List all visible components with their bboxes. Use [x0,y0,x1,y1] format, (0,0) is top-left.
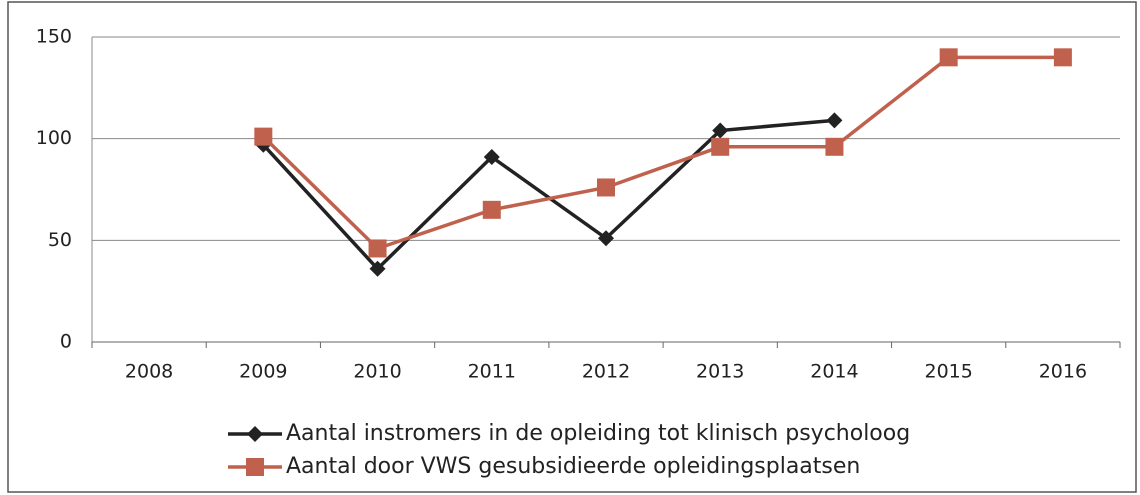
x-tick-label: 2015 [924,361,972,383]
x-tick-label: 2009 [239,361,287,383]
y-tick-label: 50 [48,229,72,251]
legend-label: Aantal instromers in de opleiding tot kl… [286,421,910,446]
data-point [254,127,273,146]
data-point [711,137,730,156]
legend-marker [247,426,263,442]
y-tick-label: 100 [36,127,72,149]
x-tick-label: 2016 [1039,361,1087,383]
data-point [712,122,729,139]
x-tick-label: 2014 [810,361,858,383]
x-tick-label: 2013 [696,361,744,383]
data-point [369,260,386,277]
y-tick-label: 150 [36,26,72,48]
x-tick-label: 2011 [468,361,516,383]
data-point [483,148,500,165]
legend-marker [246,458,264,476]
series-line [262,55,1063,251]
data-point [482,200,501,219]
x-tick-label: 2010 [353,361,401,383]
series-line [262,118,835,272]
data-point [1053,48,1072,67]
data-point [825,137,844,156]
data-point [597,178,615,197]
x-tick-label: 2012 [582,361,630,383]
data-point [826,112,843,129]
legend-label: Aantal door VWS gesubsidieerde opleiding… [286,454,860,479]
y-tick-label: 0 [60,331,72,353]
data-point [598,230,614,247]
data-point [368,239,387,258]
data-point [939,48,958,67]
x-tick-label: 2008 [125,361,173,383]
chart-frame [7,1,1137,493]
